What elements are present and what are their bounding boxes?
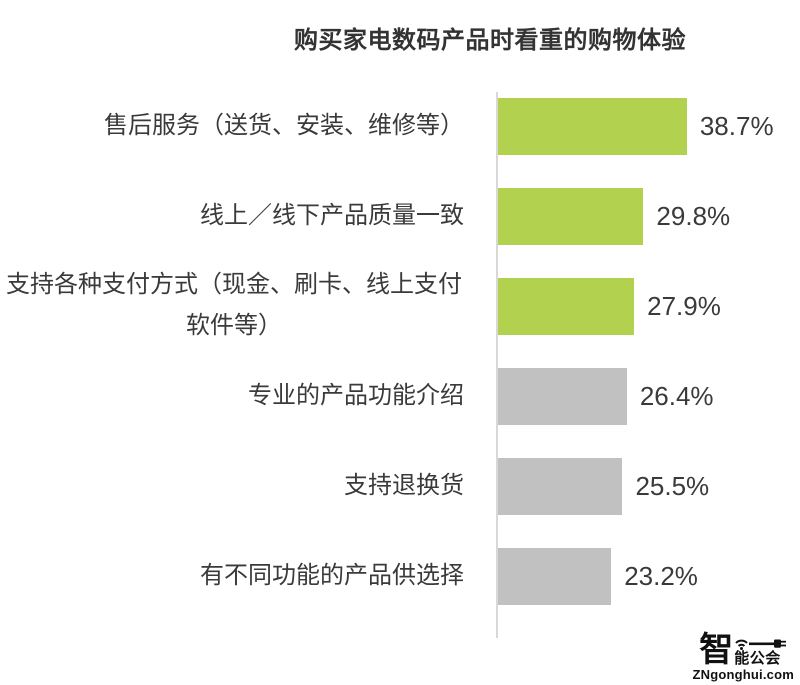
category-label: 售后服务（送货、安装、维修等） <box>104 111 464 139</box>
bar-row: 支持退换货 25.5% <box>0 441 800 531</box>
category-label: 支持各种支付方式（现金、刷卡、线上支付 软件等） <box>6 271 462 339</box>
value-label: 29.8% <box>656 200 731 231</box>
value-label: 26.4% <box>639 380 714 411</box>
bar-row: 有不同功能的产品供选择 23.2% <box>0 531 800 621</box>
power-plug-icon <box>749 638 787 649</box>
bar-row: 线上／线下产品质量一致 29.8% <box>0 171 800 261</box>
bar <box>498 367 627 425</box>
value-label: 25.5% <box>635 470 710 501</box>
value-label: 27.9% <box>647 290 721 321</box>
category-label: 有不同功能的产品供选择 <box>200 561 464 589</box>
chart-title: 购买家电数码产品时看重的购物体验 <box>294 27 686 54</box>
category-label: 专业的产品功能介绍 <box>248 381 464 409</box>
wifi-icon <box>734 637 749 650</box>
category-label: 线上／线下产品质量一致 <box>200 201 464 229</box>
value-label: 23.2% <box>624 560 698 591</box>
y-axis-line <box>496 92 498 638</box>
brand-watermark: 智 <box>692 630 794 682</box>
logo-domain: ZNgonghui.com <box>692 667 794 682</box>
value-label: 38.7% <box>699 110 774 141</box>
chart-canvas: 购买家电数码产品时看重的购物体验 售后服务（送货、安装、维修等） 38.7% 线… <box>0 20 800 685</box>
bar <box>498 547 612 605</box>
bar <box>498 457 623 515</box>
category-label: 支持退换货 <box>344 471 464 499</box>
logo-zhi-glyph: 智 <box>699 630 733 669</box>
bar <box>498 97 687 155</box>
bar-chart: 售后服务（送货、安装、维修等） 38.7% 线上／线下产品质量一致 29.8% … <box>0 81 800 621</box>
bar-row: 专业的产品功能介绍 26.4% <box>0 351 800 441</box>
bar-row: 支持各种支付方式（现金、刷卡、线上支付 软件等） 27.9% <box>0 261 800 351</box>
logo-text: 能公会 <box>734 650 781 667</box>
bar <box>498 187 644 245</box>
bar <box>498 277 635 335</box>
bar-row: 售后服务（送货、安装、维修等） 38.7% <box>0 81 800 171</box>
